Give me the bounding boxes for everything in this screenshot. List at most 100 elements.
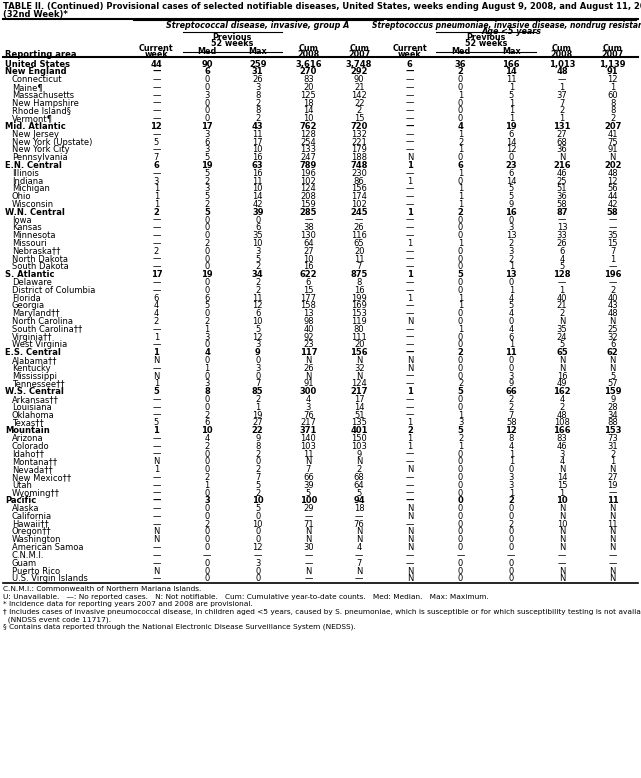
Text: N: N	[559, 504, 565, 513]
Text: 0: 0	[458, 286, 463, 295]
Text: (32nd Week)*: (32nd Week)*	[3, 10, 68, 19]
Text: 156: 156	[351, 184, 367, 193]
Text: 102: 102	[351, 200, 367, 209]
Text: 1: 1	[508, 286, 514, 295]
Text: Idaho††: Idaho††	[12, 450, 44, 458]
Text: 35: 35	[556, 324, 567, 334]
Text: 65: 65	[354, 239, 365, 248]
Text: 0: 0	[458, 254, 463, 264]
Text: 103: 103	[301, 442, 317, 450]
Text: Delaware: Delaware	[12, 278, 52, 287]
Text: Minnesota: Minnesota	[12, 231, 56, 240]
Text: 9: 9	[255, 348, 261, 357]
Text: N: N	[356, 527, 362, 537]
Text: 26: 26	[253, 75, 263, 84]
Text: 3: 3	[255, 559, 260, 568]
Text: Cum: Cum	[552, 44, 572, 53]
Text: 3: 3	[204, 130, 210, 138]
Text: —: —	[152, 254, 160, 264]
Text: Alaska: Alaska	[12, 504, 40, 513]
Text: 1: 1	[154, 200, 159, 209]
Text: 217: 217	[351, 387, 368, 396]
Text: 0: 0	[458, 566, 463, 576]
Text: Mid. Atlantic: Mid. Atlantic	[5, 122, 66, 131]
Text: 0: 0	[204, 216, 210, 225]
Text: 3: 3	[458, 419, 463, 427]
Text: 28: 28	[607, 403, 618, 412]
Text: 0: 0	[508, 153, 514, 162]
Text: Utah: Utah	[12, 481, 32, 489]
Text: 285: 285	[300, 208, 317, 217]
Text: 15: 15	[354, 114, 364, 123]
Text: 91: 91	[608, 145, 618, 154]
Text: 3: 3	[508, 223, 514, 233]
Text: 73: 73	[607, 434, 618, 443]
Text: 20: 20	[303, 83, 313, 92]
Text: 0: 0	[204, 489, 210, 497]
Text: 88: 88	[607, 419, 618, 427]
Text: —: —	[152, 574, 160, 584]
Text: 270: 270	[300, 68, 317, 76]
Text: 68: 68	[354, 473, 365, 482]
Text: Illinois: Illinois	[12, 169, 39, 177]
Text: N: N	[406, 504, 413, 513]
Text: 34: 34	[252, 270, 263, 279]
Text: 0: 0	[458, 403, 463, 412]
Text: 2: 2	[255, 465, 260, 474]
Text: —: —	[152, 543, 160, 552]
Text: 140: 140	[301, 434, 316, 443]
Text: 36: 36	[556, 192, 567, 201]
Text: —: —	[152, 340, 160, 349]
Text: —: —	[406, 83, 414, 92]
Text: 14: 14	[506, 138, 517, 146]
Text: 11: 11	[505, 348, 517, 357]
Text: 5: 5	[204, 169, 210, 177]
Text: 44: 44	[151, 59, 162, 68]
Text: N: N	[406, 512, 413, 521]
Text: 91: 91	[303, 380, 313, 388]
Text: 41: 41	[608, 130, 618, 138]
Text: 111: 111	[351, 332, 367, 342]
Text: 0: 0	[458, 177, 463, 185]
Text: 3: 3	[255, 363, 260, 373]
Text: Current: Current	[392, 44, 427, 53]
Text: 1: 1	[407, 177, 412, 185]
Text: 0: 0	[255, 535, 260, 545]
Text: West Virginia: West Virginia	[12, 340, 67, 349]
Text: N: N	[153, 566, 160, 576]
Text: N: N	[610, 465, 616, 474]
Text: 63: 63	[252, 161, 263, 170]
Text: 0: 0	[508, 465, 514, 474]
Text: 1: 1	[458, 184, 463, 193]
Text: N: N	[559, 363, 565, 373]
Text: 2: 2	[153, 208, 159, 217]
Text: —: —	[152, 504, 160, 513]
Text: 52 weeks: 52 weeks	[465, 39, 507, 48]
Text: 38: 38	[303, 223, 314, 233]
Text: 0: 0	[458, 574, 463, 584]
Text: 64: 64	[354, 481, 365, 489]
Text: N: N	[305, 527, 312, 537]
Text: 0: 0	[204, 247, 210, 256]
Text: 20: 20	[354, 247, 364, 256]
Text: N: N	[305, 372, 312, 380]
Text: 1: 1	[153, 426, 159, 435]
Text: week: week	[398, 50, 422, 59]
Text: 135: 135	[351, 419, 367, 427]
Text: 11: 11	[253, 177, 263, 185]
Text: 5: 5	[204, 301, 210, 310]
Text: 2: 2	[154, 247, 159, 256]
Text: 91: 91	[607, 68, 619, 76]
Text: 1: 1	[508, 114, 514, 123]
Text: 1: 1	[204, 481, 210, 489]
Text: 75: 75	[607, 138, 618, 146]
Text: —: —	[152, 496, 161, 505]
Text: 5: 5	[458, 387, 463, 396]
Text: 125: 125	[301, 91, 316, 100]
Text: 10: 10	[253, 520, 263, 529]
Text: 12: 12	[505, 426, 517, 435]
Text: 35: 35	[253, 231, 263, 240]
Text: 1: 1	[508, 83, 514, 92]
Text: 2008: 2008	[551, 50, 573, 59]
Text: 2: 2	[204, 317, 210, 326]
